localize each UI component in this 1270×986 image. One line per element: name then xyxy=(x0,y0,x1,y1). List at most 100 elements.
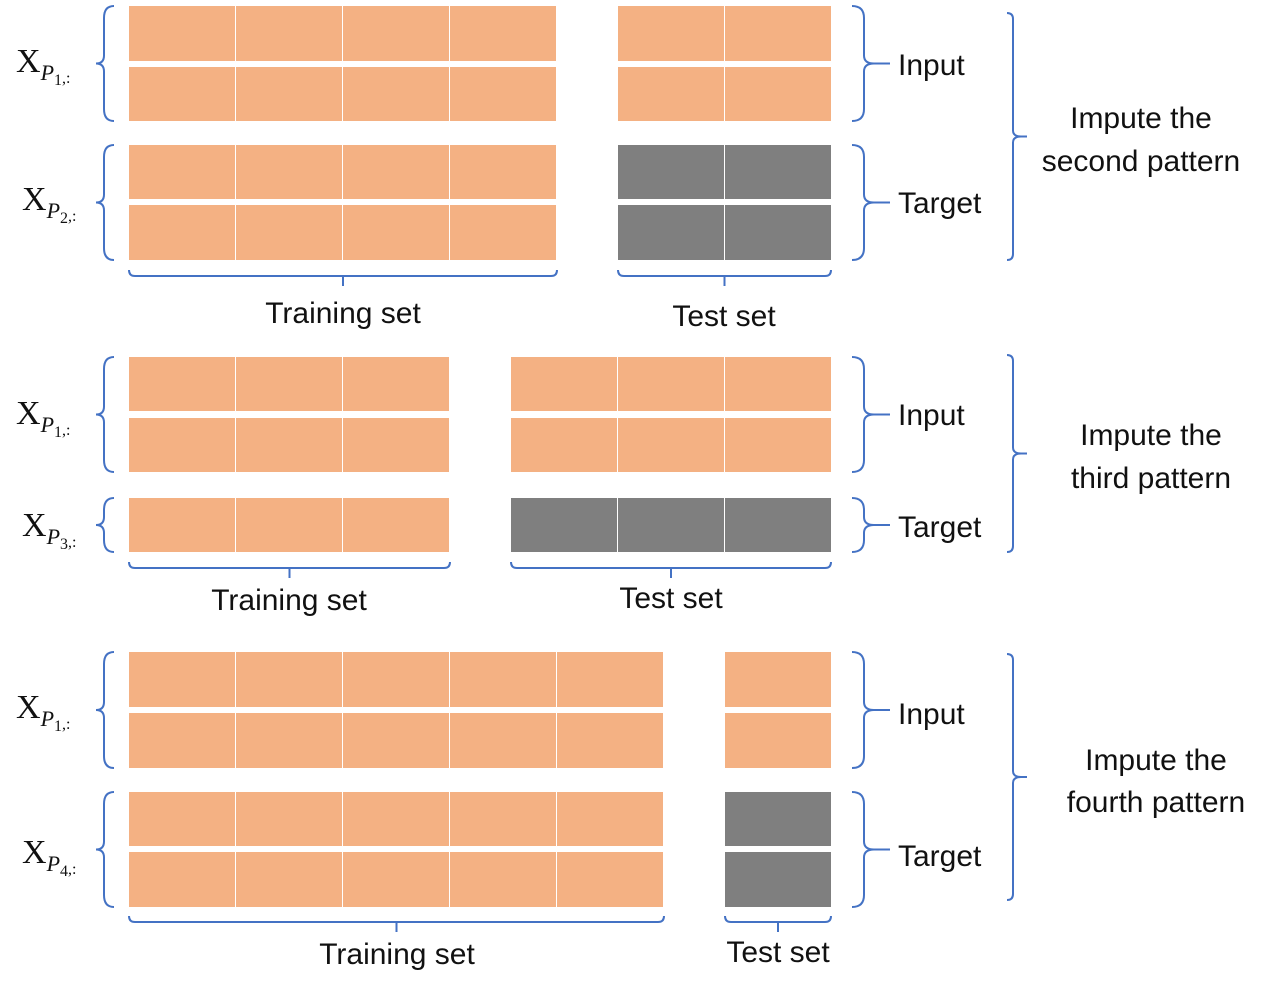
training-input-cell xyxy=(343,6,449,61)
training-set-brace xyxy=(128,269,558,286)
training-target-cell xyxy=(236,852,342,907)
test-target-cell xyxy=(618,145,724,199)
description-line-2: third pattern xyxy=(1071,462,1231,495)
test-input-cell xyxy=(618,67,724,121)
training-input-cell xyxy=(343,652,449,707)
test-input-cell xyxy=(618,418,724,472)
training-target-cell xyxy=(343,792,449,846)
input-variable-label: XP1,: xyxy=(16,689,70,735)
test-input-cell xyxy=(511,357,617,411)
input-variable-label: XP1,: xyxy=(16,395,70,441)
test-input-cell xyxy=(511,418,617,472)
target-left-brace xyxy=(95,497,115,553)
test-input-cell xyxy=(618,357,724,411)
training-target-cell xyxy=(557,792,663,846)
test-target-cell xyxy=(725,498,831,552)
training-input-cell xyxy=(236,418,342,472)
pattern-brace xyxy=(1006,653,1027,901)
training-input-cell xyxy=(236,652,342,707)
training-target-cell xyxy=(129,792,235,846)
test-target-cell xyxy=(725,205,831,260)
training-input-cell xyxy=(236,67,342,121)
training-input-cell xyxy=(129,418,235,472)
training-input-cell xyxy=(129,652,235,707)
target-variable-label: XP3,: xyxy=(22,507,76,553)
test-set-brace xyxy=(510,561,832,578)
training-input-cell xyxy=(557,713,663,768)
test-target-cell xyxy=(725,145,831,199)
test-target-cell xyxy=(725,792,831,846)
input-left-brace xyxy=(95,651,115,769)
pattern-brace xyxy=(1006,354,1027,553)
training-target-cell xyxy=(129,498,235,552)
training-input-cell xyxy=(129,713,235,768)
target-label: Target xyxy=(898,187,982,220)
training-target-cell xyxy=(450,852,556,907)
training-target-cell xyxy=(343,145,449,199)
input-label: Input xyxy=(898,698,965,731)
test-input-cell xyxy=(725,418,831,472)
target-right-brace xyxy=(851,144,890,261)
target-label: Target xyxy=(898,511,982,544)
training-target-cell xyxy=(557,852,663,907)
training-target-cell xyxy=(450,205,556,260)
training-input-cell xyxy=(129,67,235,121)
training-target-cell xyxy=(236,205,342,260)
training-input-cell xyxy=(343,357,449,411)
test-input-cell xyxy=(618,6,724,61)
test-input-cell xyxy=(725,652,831,707)
input-right-brace xyxy=(851,356,890,473)
test-input-cell xyxy=(725,67,831,121)
training-input-cell xyxy=(343,713,449,768)
test-set-brace xyxy=(617,269,832,286)
training-input-cell xyxy=(236,6,342,61)
panel-2: XP1,: XP3,: Input Target Training set Test se… xyxy=(16,354,1231,617)
training-input-cell xyxy=(343,67,449,121)
test-set-label: Test set xyxy=(726,936,830,969)
input-label: Input xyxy=(898,399,965,432)
description-line-1: Impute the xyxy=(1085,744,1227,777)
training-set-brace xyxy=(128,915,665,932)
input-right-brace xyxy=(851,5,890,122)
target-variable-label: XP4,: xyxy=(22,834,76,880)
training-input-cell xyxy=(129,6,235,61)
training-input-cell xyxy=(236,357,342,411)
training-target-cell xyxy=(236,145,342,199)
target-left-brace xyxy=(95,144,115,261)
test-input-cell xyxy=(725,6,831,61)
test-target-cell xyxy=(511,498,617,552)
test-target-cell xyxy=(618,498,724,552)
target-variable-label: XP2,: xyxy=(22,181,76,227)
input-left-brace xyxy=(95,356,115,473)
training-target-cell xyxy=(236,792,342,846)
training-input-cell xyxy=(450,713,556,768)
test-target-cell xyxy=(618,205,724,260)
target-left-brace xyxy=(95,791,115,908)
training-target-cell xyxy=(129,205,235,260)
training-input-cell xyxy=(450,67,556,121)
test-set-label: Test set xyxy=(619,582,723,615)
panel-3: XP1,: XP4,: Input Target Training set Test se… xyxy=(16,651,1245,971)
training-input-cell xyxy=(129,357,235,411)
training-set-label: Training set xyxy=(265,297,421,330)
test-input-cell xyxy=(725,357,831,411)
input-right-brace xyxy=(851,651,890,769)
test-set-label: Test set xyxy=(672,300,776,333)
test-target-cell xyxy=(725,852,831,907)
input-variable-label: XP1,: xyxy=(16,43,70,89)
target-right-brace xyxy=(851,791,890,908)
pattern-brace xyxy=(1006,12,1027,261)
training-target-cell xyxy=(343,205,449,260)
training-input-cell xyxy=(450,652,556,707)
test-input-cell xyxy=(725,713,831,768)
training-target-cell xyxy=(236,498,342,552)
description-line-1: Impute the xyxy=(1070,102,1212,135)
training-set-label: Training set xyxy=(319,938,475,971)
training-input-cell xyxy=(236,713,342,768)
training-input-cell xyxy=(557,652,663,707)
training-target-cell xyxy=(450,792,556,846)
description-line-2: fourth pattern xyxy=(1067,786,1245,819)
training-set-brace xyxy=(128,561,451,578)
training-target-cell xyxy=(450,145,556,199)
